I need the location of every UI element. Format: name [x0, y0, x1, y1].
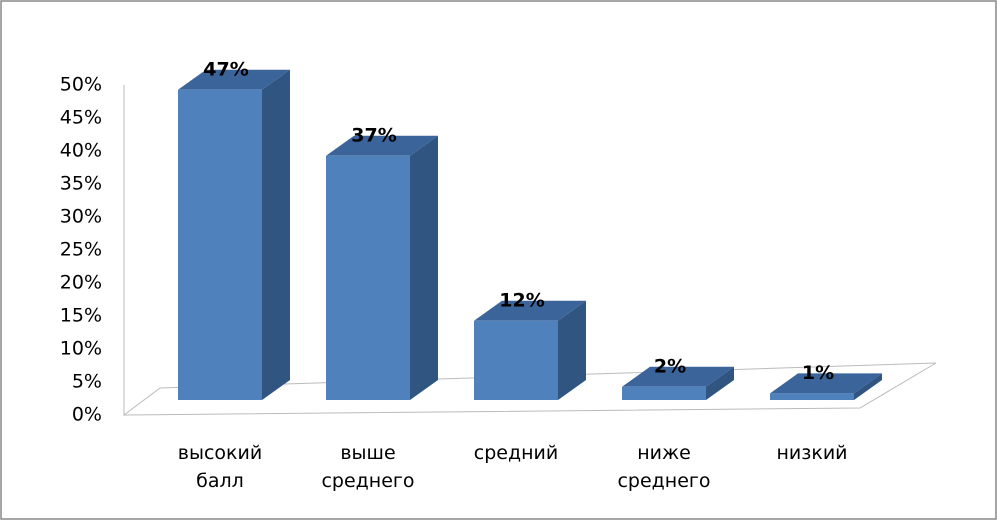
value-label: 37% [351, 124, 396, 146]
bar-side [262, 69, 290, 401]
x-tick-label: ниже среднего [617, 442, 711, 492]
bar-side [410, 135, 438, 401]
bar-top [622, 366, 734, 387]
x-tick-label: выше среднего [321, 442, 415, 492]
value-label: 2% [654, 355, 686, 377]
bar [178, 89, 262, 401]
y-tick-label: 45% [60, 107, 102, 129]
floor [122, 362, 937, 416]
bar-top [770, 373, 882, 394]
bar-top [326, 135, 438, 156]
bar [326, 155, 410, 400]
y-tick-label: 5% [72, 371, 102, 393]
bar-top [178, 69, 290, 90]
bar [622, 386, 706, 400]
x-tick-label: средний [473, 442, 559, 464]
value-label: 12% [499, 289, 544, 311]
value-label: 47% [203, 58, 248, 80]
y-tick-label: 0% [72, 404, 102, 426]
x-tick-label: низкий [776, 442, 848, 464]
y-tick-label: 35% [60, 173, 102, 195]
y-tick-label: 20% [60, 272, 102, 294]
value-label: 1% [802, 362, 834, 384]
y-tick-label: 30% [60, 206, 102, 228]
bar [770, 393, 854, 400]
y-tick-label: 10% [60, 338, 102, 360]
y-tick-label: 50% [60, 74, 102, 96]
bar-side [706, 366, 734, 400]
x-tick-label: высокий балл [177, 442, 263, 492]
y-tick-label: 25% [60, 239, 102, 261]
bar [474, 320, 558, 400]
bar-side [558, 300, 586, 400]
y-tick-label: 40% [60, 140, 102, 162]
bar-side [854, 373, 882, 400]
bar-top [474, 300, 586, 321]
y-tick-label: 15% [60, 305, 102, 327]
